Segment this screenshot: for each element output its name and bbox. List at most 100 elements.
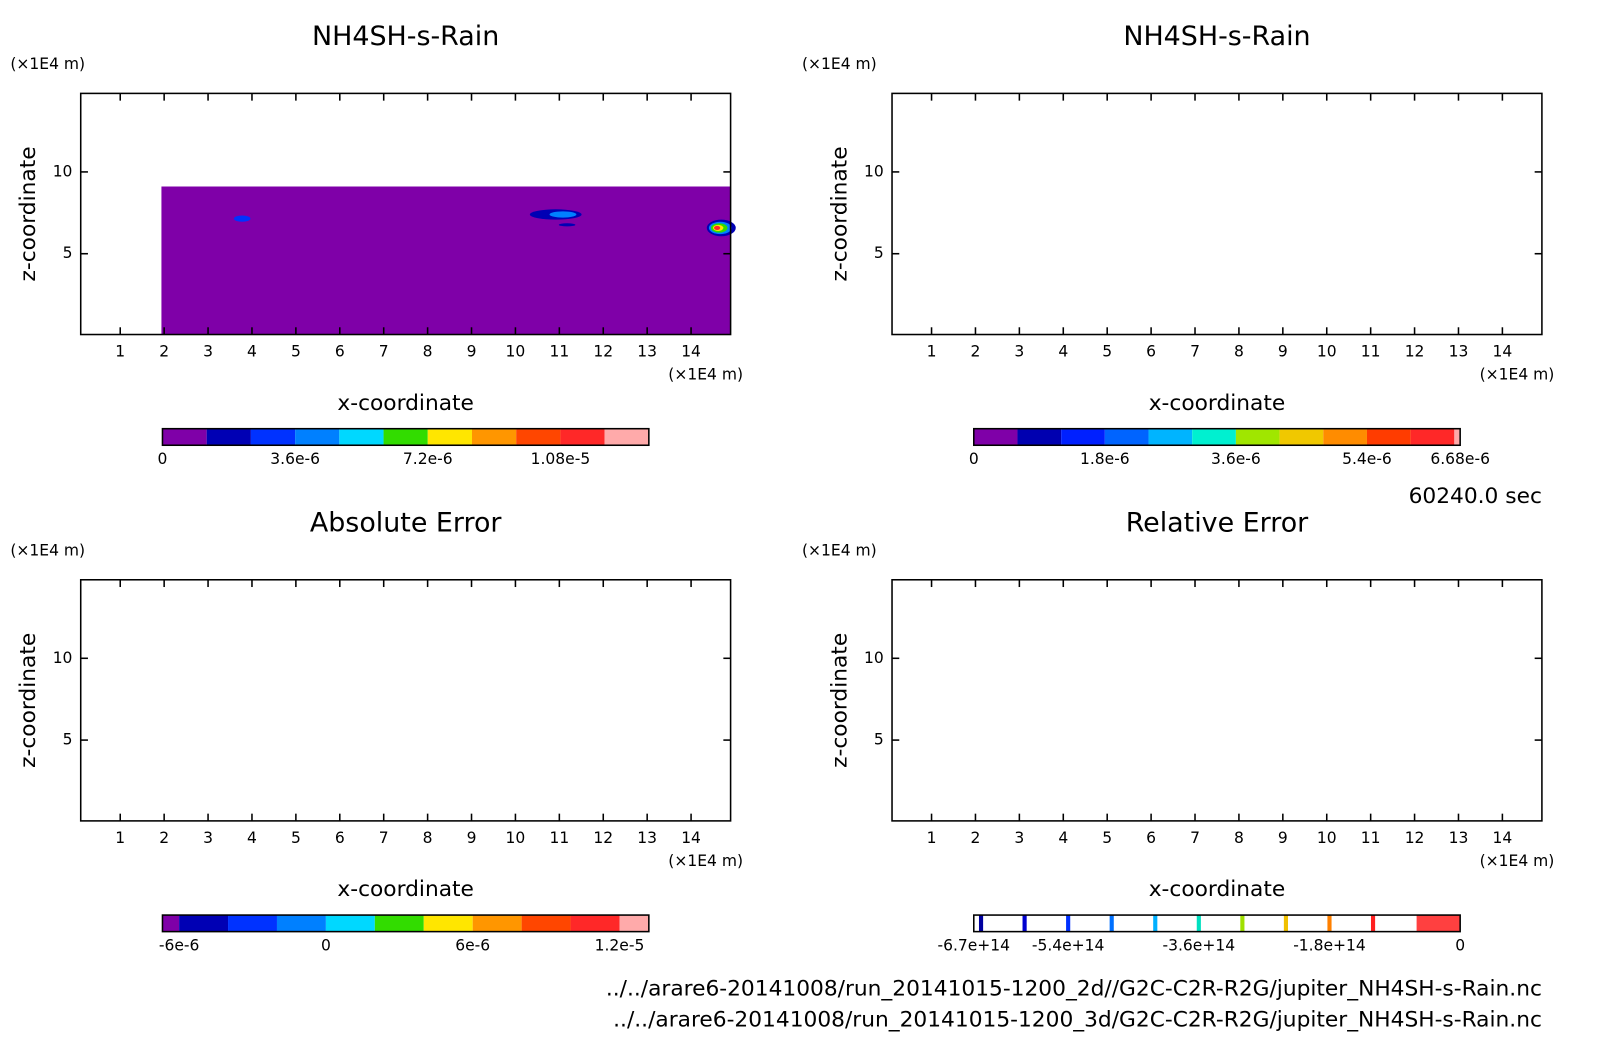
contour-patch [445, 611, 693, 628]
colorbar-box [1242, 915, 1286, 932]
y-axis-label: z-coordinate [16, 633, 41, 768]
colorbar-box [973, 915, 982, 932]
contour-blob [558, 223, 576, 227]
colorbar-label: 3.6e-6 [270, 450, 320, 468]
contour-patch [600, 654, 724, 671]
colorbar-box [521, 915, 571, 932]
contour-patch [362, 643, 528, 657]
contour-blob [1422, 219, 1434, 223]
colorbar-frame [161, 914, 650, 933]
colorbar-box [973, 428, 1018, 446]
colorbar-box [1416, 915, 1461, 932]
colorbar-box [604, 428, 649, 446]
colorbar-box [570, 915, 620, 932]
x-tick-label: 6 [1146, 343, 1156, 361]
colorbar-box [1148, 428, 1193, 446]
colorbar-box [1068, 915, 1112, 932]
contour-blob [1049, 206, 1087, 221]
colorbar-box [1192, 428, 1236, 446]
x-tick-label: 11 [549, 829, 569, 847]
colorbar-box [276, 915, 326, 932]
x-axis-label: x-coordinate [1149, 391, 1286, 416]
x-tick-label: 8 [1234, 343, 1244, 361]
contour-region [892, 580, 1542, 728]
x-tick-label: 5 [291, 829, 301, 847]
colorbar-box [374, 915, 424, 932]
contour-region [81, 580, 731, 728]
colorbar-label: -3.6e+14 [1163, 937, 1236, 955]
x-tick-label: 11 [1361, 829, 1381, 847]
y-unit: (×1E4 m) [802, 55, 877, 73]
x-tick-label: 7 [1190, 343, 1200, 361]
colorbar-box [339, 428, 384, 446]
x-tick-label: 6 [1146, 829, 1156, 847]
y-tick-label: 5 [63, 244, 73, 262]
colorbar-box [471, 428, 517, 446]
colorbar-box [295, 428, 340, 446]
contour-blob [233, 215, 251, 222]
contour-patch [1412, 654, 1536, 671]
plot-title: NH4SH-s-Rain [1123, 21, 1310, 52]
colorbar-label: 0 [321, 937, 331, 955]
contour-patch [1267, 677, 1391, 689]
y-tick-label: 10 [53, 162, 73, 180]
x-axis-label: x-coordinate [337, 391, 474, 416]
contour-patch [1484, 592, 1542, 604]
x-tick-label: 9 [1278, 829, 1288, 847]
x-tick-label: 7 [379, 343, 389, 361]
x-tick-label: 3 [203, 829, 213, 847]
x-unit: (×1E4 m) [1480, 852, 1555, 870]
x-tick-label: 2 [159, 829, 169, 847]
x-tick-label: 13 [637, 829, 657, 847]
time-label: 60240.0 sec [1409, 484, 1542, 509]
colorbar-frame [161, 427, 650, 447]
colorbar-label: -6.7e+14 [937, 937, 1010, 955]
colorbar-label: 7.2e-6 [403, 450, 453, 468]
colorbar-box [1329, 915, 1374, 932]
x-unit: (×1E4 m) [1480, 365, 1555, 383]
colorbar-box [423, 915, 473, 932]
x-tick-label: 4 [1058, 343, 1068, 361]
x-tick-label: 5 [1102, 829, 1112, 847]
colorbar-label: 3.6e-6 [1211, 450, 1261, 468]
y-tick-label: 10 [864, 649, 884, 667]
x-tick-label: 3 [1014, 343, 1024, 361]
colorbar-line [1327, 915, 1332, 932]
contour-patch [166, 670, 352, 687]
plot-frame [891, 579, 1543, 822]
x-tick-label: 6 [335, 829, 345, 847]
contour-patch [455, 677, 579, 689]
contour-patch [977, 670, 1163, 687]
colorbar-line [1283, 915, 1289, 932]
colorbar-label: 1.08e-5 [531, 450, 591, 468]
contour-field [892, 93, 1549, 334]
contour-patch [197, 594, 425, 611]
x-tick-label: 3 [1014, 829, 1024, 847]
contour-patch [1008, 594, 1236, 611]
contour-blob [554, 699, 564, 702]
contour-blob [683, 706, 695, 712]
x-tick-label: 12 [593, 829, 613, 847]
colorbar-label: 0 [1455, 937, 1465, 955]
colorbar-label: -6e-6 [159, 937, 200, 955]
contour-blob [705, 708, 730, 720]
field-background [81, 580, 731, 821]
plot-frame [891, 92, 1543, 336]
x-tick-label: 4 [1058, 829, 1068, 847]
colorbar-box [1279, 428, 1324, 446]
colorbar-box [1285, 915, 1330, 932]
x-tick-label: 2 [159, 343, 169, 361]
colorbar-label: 5.4e-6 [1342, 450, 1392, 468]
contour-patch [894, 584, 977, 596]
x-tick-label: 10 [506, 343, 526, 361]
x-unit: (×1E4 m) [668, 852, 743, 870]
colorbar-line [1370, 915, 1376, 932]
colorbar-box [1198, 915, 1243, 932]
contour-blob [950, 710, 962, 714]
colorbar-box [1017, 428, 1062, 446]
field-background [892, 580, 1542, 821]
contour-blob [1416, 218, 1441, 224]
x-tick-label: 8 [423, 343, 433, 361]
x-tick-label: 8 [1234, 829, 1244, 847]
colorbar-box [1366, 428, 1411, 446]
